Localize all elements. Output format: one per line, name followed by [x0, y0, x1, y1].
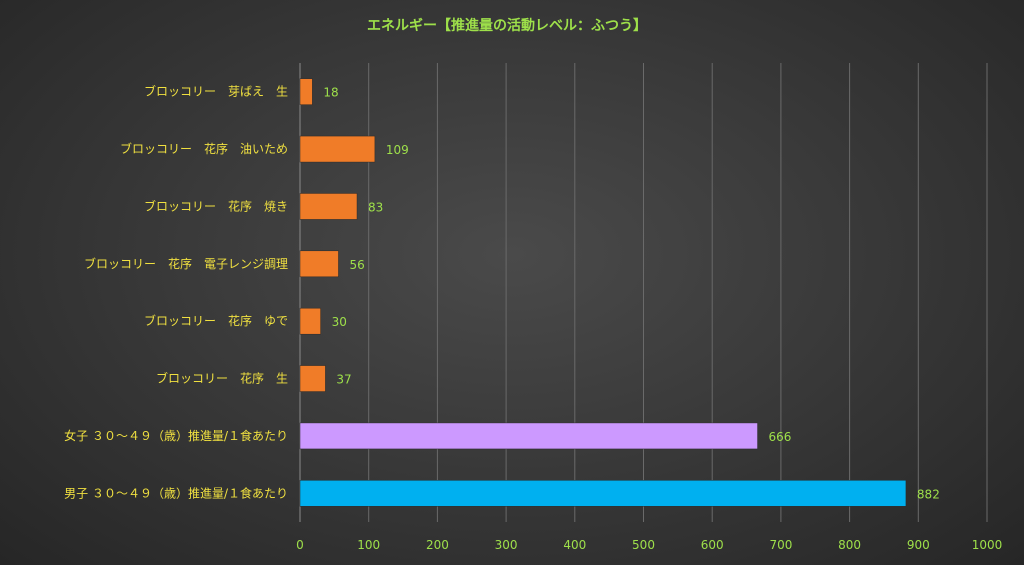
bar — [299, 78, 313, 105]
data-label: 56 — [349, 258, 364, 272]
x-tick-label: 900 — [907, 538, 930, 552]
bar — [299, 193, 358, 220]
category-label: ブロッコリー 花序 焼き — [144, 198, 288, 213]
x-tick-label: 600 — [701, 538, 724, 552]
data-label: 30 — [332, 315, 347, 329]
bar — [299, 480, 907, 507]
x-tick-label: 300 — [495, 538, 518, 552]
grid-layer — [299, 63, 988, 522]
category-label: ブロッコリー 芽ばえ 生 — [144, 84, 288, 99]
bar — [299, 307, 321, 335]
chart-title: エネルギー【推進量の活動レベル：ふつう】 — [367, 17, 647, 34]
data-label: 109 — [386, 143, 409, 157]
category-label: ブロッコリー 花序 電子レンジ調理 — [84, 256, 288, 271]
x-tick-label: 500 — [632, 538, 655, 552]
category-label: ブロッコリー 花序 ゆで — [144, 313, 288, 328]
x-tick-label: 100 — [357, 538, 380, 552]
bar — [299, 250, 339, 278]
x-tick-label: 800 — [838, 538, 861, 552]
data-label: 882 — [917, 487, 940, 501]
category-label: 女子 ３０～４９（歳）推進量/１食あたり — [64, 428, 288, 443]
category-label: ブロッコリー 花序 油いため — [120, 141, 288, 156]
bar — [299, 422, 758, 450]
category-label: 男子 ３０～４９（歳）推進量/１食あたり — [64, 485, 288, 500]
bars-layer — [299, 78, 907, 507]
x-tick-label: 0 — [296, 538, 304, 552]
data-label: 666 — [769, 430, 792, 444]
labels-layer: 0 100 200 300 400 500 600 700 800 900 1000 ブロッコリー 芽… — [64, 84, 1002, 552]
x-tick-label: 200 — [426, 538, 449, 552]
data-label: 18 — [323, 86, 338, 100]
data-label: 37 — [336, 373, 351, 387]
bar — [299, 365, 326, 392]
category-label: ブロッコリー 花序 生 — [156, 371, 288, 386]
x-tick-label: 1000 — [972, 538, 1003, 552]
data-label: 83 — [368, 200, 383, 214]
x-tick-label: 400 — [563, 538, 586, 552]
bar — [299, 135, 376, 163]
x-tick-label: 700 — [769, 538, 792, 552]
